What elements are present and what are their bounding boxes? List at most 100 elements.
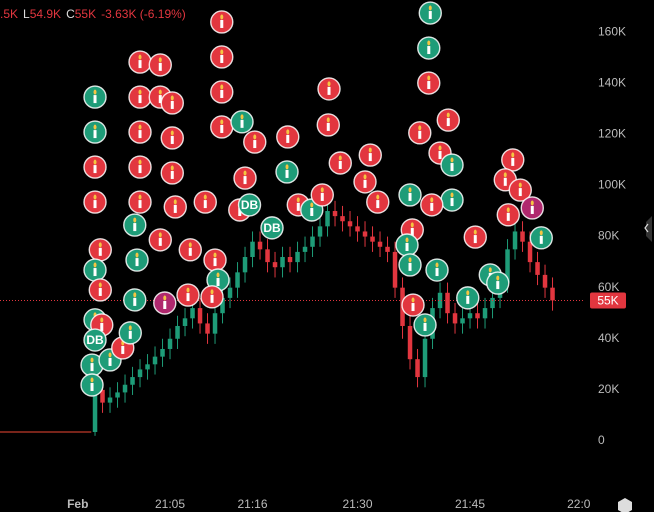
- trade-marker: [440, 153, 464, 177]
- marker-candle-icon: [138, 165, 142, 174]
- marker-candle-icon: [435, 268, 439, 277]
- marker-candle-icon: [138, 95, 142, 104]
- candle-body: [482, 308, 488, 319]
- marker-flame-icon: [138, 194, 142, 200]
- marker-flame-icon: [466, 290, 470, 296]
- candle-body: [332, 211, 338, 217]
- marker-bubble: [260, 216, 284, 240]
- trade-marker: [123, 288, 147, 312]
- marker-candle-icon: [506, 212, 510, 221]
- marker-flame-icon: [133, 217, 137, 223]
- candle-body: [340, 216, 345, 222]
- marker-flame-icon: [376, 194, 380, 200]
- trade-marker: [243, 130, 267, 154]
- marker-candle-icon: [138, 200, 142, 209]
- candle-body: [512, 231, 518, 250]
- y-tick-label: 40K: [598, 331, 619, 345]
- side-panel-arrow[interactable]: [644, 223, 649, 233]
- marker-candle-icon: [376, 200, 380, 209]
- marker-candle-icon: [238, 208, 242, 216]
- trade-marker: [83, 155, 107, 179]
- candle-body: [92, 389, 98, 433]
- trade-marker: DB: [260, 216, 284, 240]
- marker-candle-icon: [138, 60, 142, 69]
- x-tick-label: 21:30: [343, 497, 373, 511]
- y-tick-label: 120K: [598, 127, 626, 141]
- marker-bubble: [237, 193, 262, 217]
- trade-marker: [496, 203, 520, 227]
- marker-flame-icon: [411, 297, 415, 303]
- marker-candle-icon: [133, 223, 137, 232]
- y-tick-label: 80K: [598, 229, 619, 243]
- candle-body: [257, 241, 263, 250]
- trade-marker: [128, 120, 152, 144]
- marker-candle-icon: [503, 177, 507, 186]
- marker-flame-icon: [173, 199, 177, 205]
- marker-flame-icon: [220, 119, 224, 125]
- settings-icon[interactable]: [618, 498, 632, 512]
- marker-candle-icon: [216, 278, 220, 286]
- side-panel-tab[interactable]: [646, 216, 652, 242]
- marker-flame-icon: [320, 187, 324, 193]
- marker-candle-icon: [310, 208, 314, 216]
- trade-marker: DB: [237, 193, 262, 217]
- trade-marker: [160, 126, 184, 150]
- marker-candle-icon: [408, 262, 412, 271]
- header-value: .5K: [0, 7, 18, 21]
- candle-body: [385, 246, 390, 252]
- marker-candle-icon: [98, 287, 102, 296]
- marker-candle-icon: [135, 258, 139, 267]
- candle-body: [182, 318, 188, 326]
- marker-candle-icon: [93, 268, 97, 277]
- marker-flame-icon: [213, 252, 217, 258]
- marker-flame-icon: [138, 54, 142, 60]
- header-value: 54.9K: [30, 7, 61, 21]
- marker-flame-icon: [473, 229, 477, 235]
- trade-marker: [353, 170, 377, 194]
- marker-candle-icon: [473, 235, 477, 244]
- candle-body: [362, 231, 368, 237]
- x-tick-label: 22:0: [567, 497, 591, 511]
- candle-body: [475, 313, 480, 319]
- candle-body: [490, 297, 495, 309]
- trade-marker: [328, 151, 352, 175]
- trade-marker: [417, 36, 441, 60]
- marker-flame-icon: [408, 187, 412, 193]
- marker-flame-icon: [163, 295, 167, 301]
- trade-marker: [508, 178, 532, 202]
- trade-marker: [529, 226, 553, 250]
- header-value: -3.63K (-6.19%): [101, 7, 186, 21]
- marker-flame-icon: [285, 164, 289, 170]
- marker-candle-icon: [158, 95, 162, 104]
- marker-candle-icon: [220, 124, 224, 133]
- trade-marker: [128, 50, 152, 74]
- trade-marker: [193, 190, 217, 214]
- candle-body: [287, 257, 293, 263]
- y-tick-label: 160K: [598, 24, 626, 38]
- trade-marker: [316, 113, 340, 137]
- marker-candle-icon: [163, 300, 167, 309]
- header-value: 55K: [75, 7, 96, 21]
- marker-flame-icon: [423, 317, 427, 323]
- trade-marker: [148, 228, 172, 252]
- marker-flame-icon: [286, 129, 290, 135]
- marker-flame-icon: [506, 207, 510, 213]
- marker-candle-icon: [285, 169, 289, 178]
- trade-marker: [88, 238, 112, 262]
- marker-candle-icon: [173, 204, 177, 213]
- candle-body: [167, 338, 173, 349]
- marker-flame-icon: [135, 252, 139, 258]
- candle-body: [325, 211, 330, 227]
- candle-body: [242, 257, 248, 273]
- marker-flame-icon: [93, 124, 97, 130]
- trade-marker: [203, 248, 227, 272]
- marker-candle-icon: [128, 330, 132, 339]
- trade-marker: [520, 196, 544, 220]
- trade-marker: [275, 160, 299, 184]
- marker-flame-icon: [253, 134, 257, 140]
- trade-marker: [398, 253, 422, 277]
- candle-body: [527, 241, 533, 263]
- marker-flame-icon: [203, 194, 207, 200]
